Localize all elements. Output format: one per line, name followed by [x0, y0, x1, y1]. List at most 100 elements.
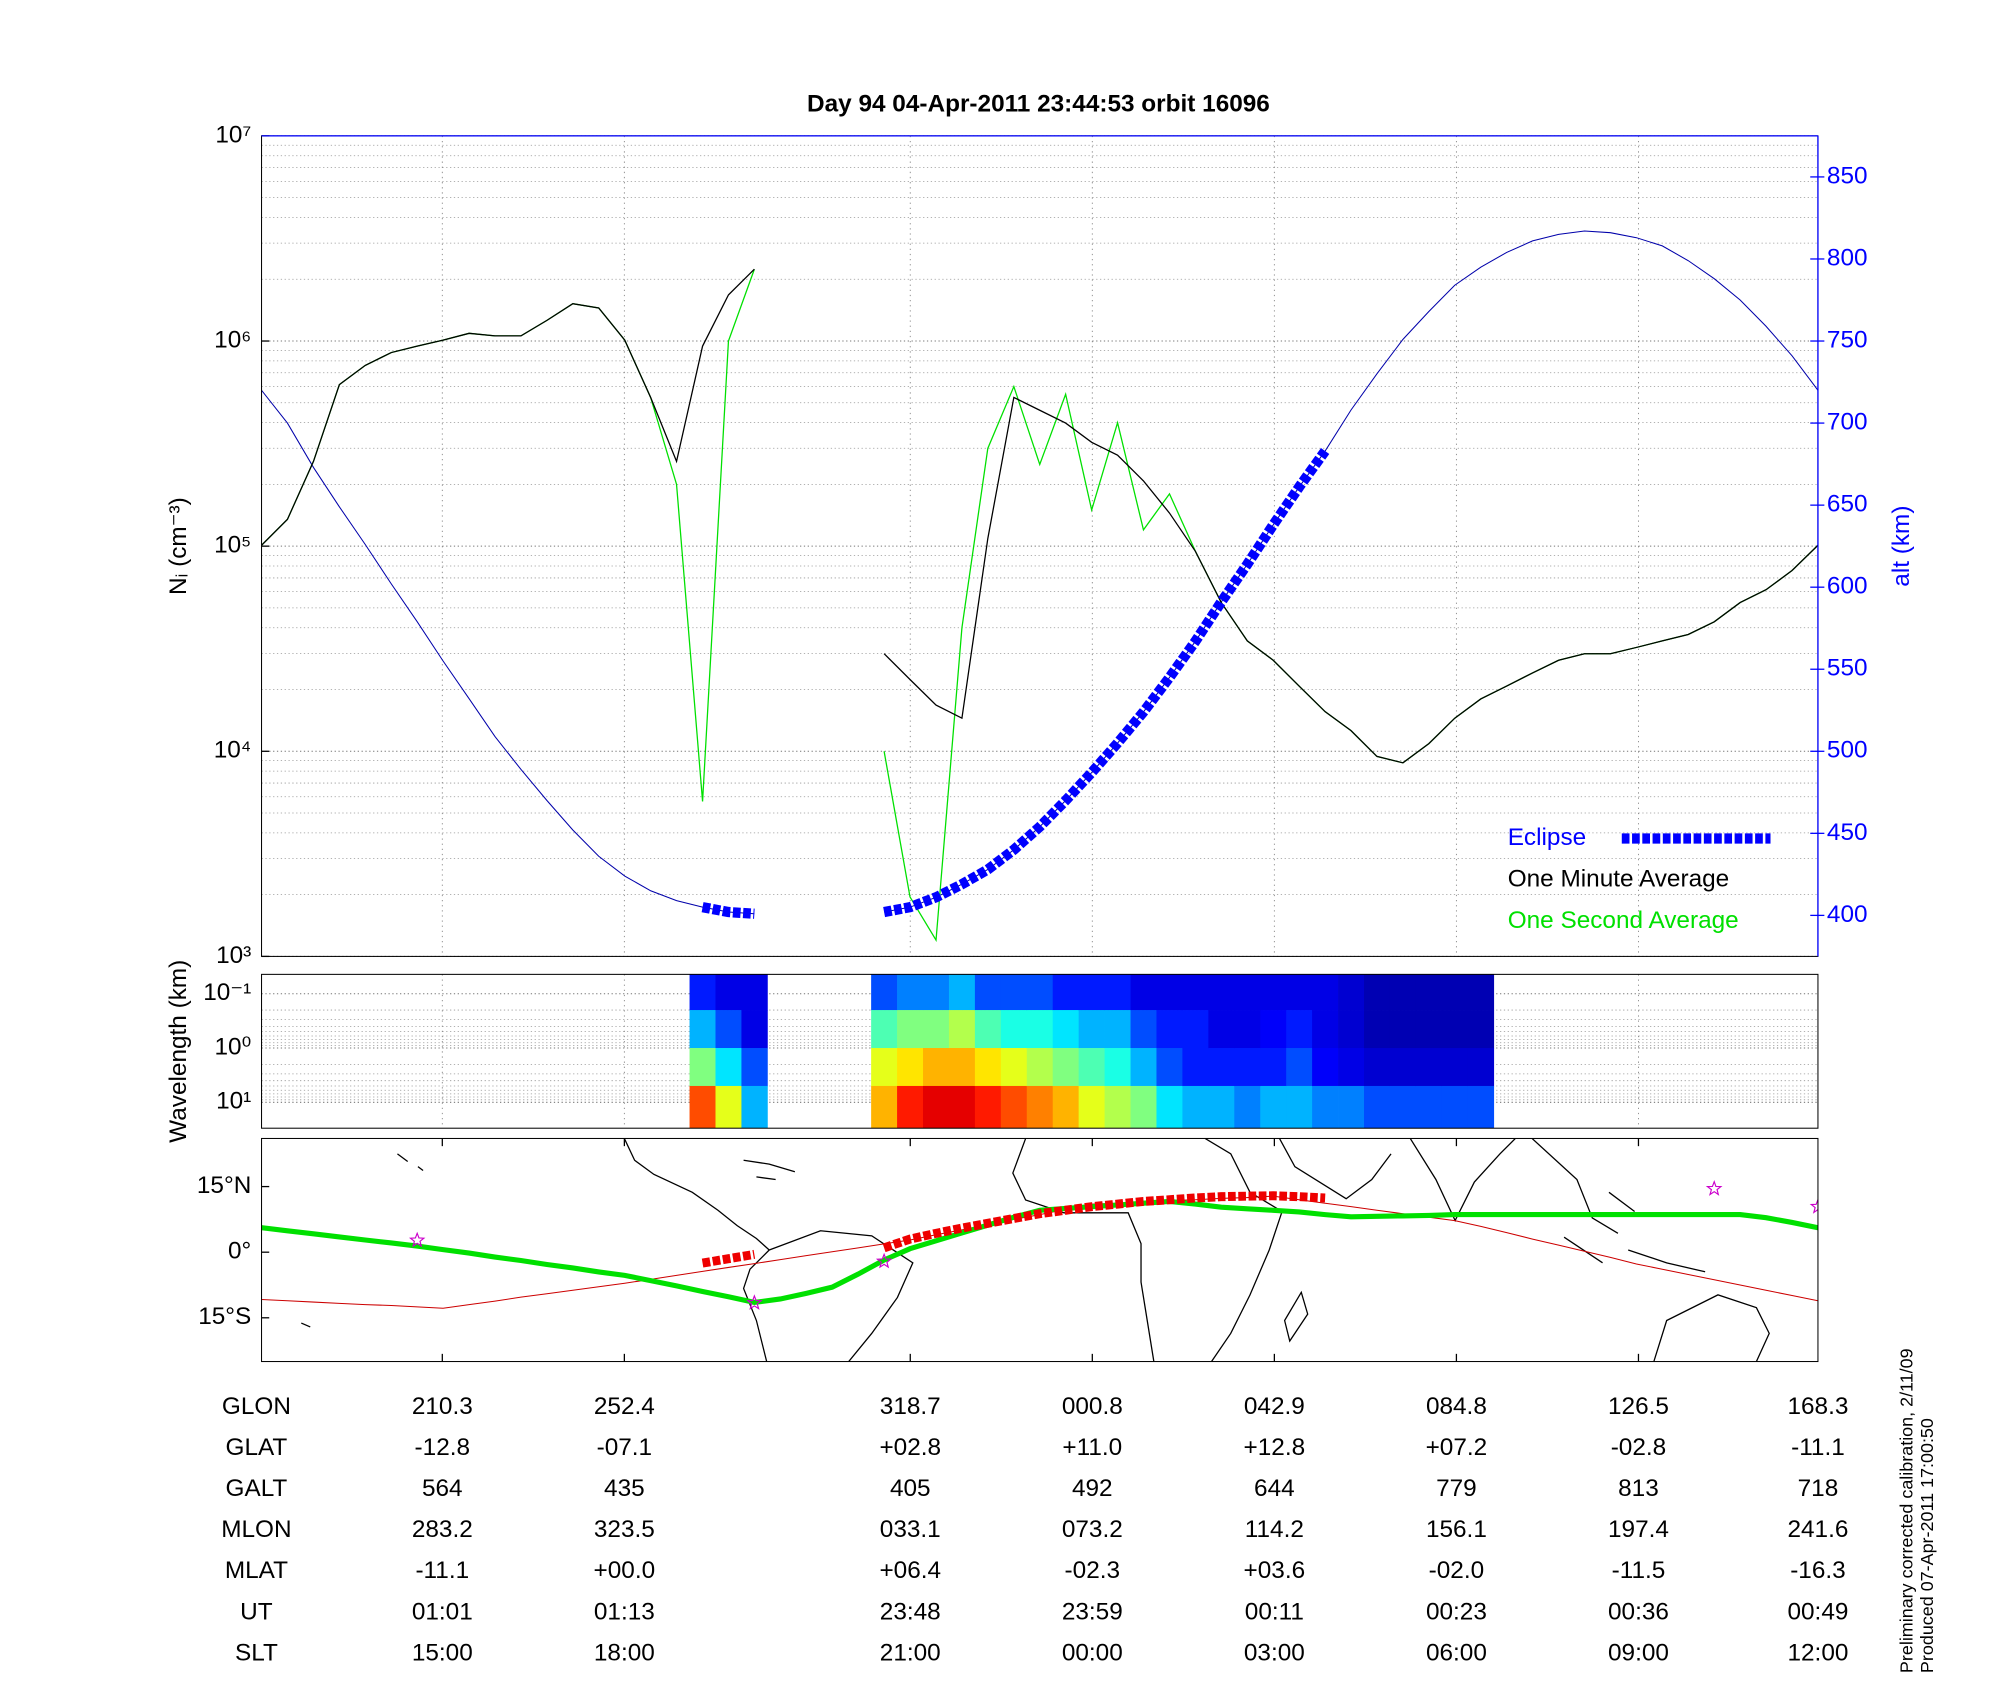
coastline [1283, 1290, 1309, 1343]
heat-cell [1312, 1048, 1339, 1087]
heat-cell [1052, 1010, 1080, 1049]
heat-cell [1156, 1085, 1183, 1129]
table-cell: -11.1 [415, 1557, 469, 1584]
heat-cell [689, 1048, 716, 1087]
y2-tick-label: 650 [1827, 491, 1868, 518]
y-tick-label: 0° [228, 1238, 251, 1265]
legend-label: Eclipse [1508, 824, 1586, 851]
chart-title: Day 94 04-Apr-2011 23:44:53 orbit 16096 [807, 91, 1270, 118]
heat-cell [689, 974, 716, 1011]
table-cell: -12.8 [415, 1434, 471, 1461]
coastline [301, 1153, 424, 1328]
y2-tick-label: 450 [1827, 819, 1868, 846]
heat-cell [1338, 974, 1365, 1011]
heat-cell [1000, 1085, 1028, 1129]
star-marker [1705, 1179, 1723, 1196]
row-label: UT [240, 1598, 273, 1625]
row-label: GALT [226, 1475, 288, 1502]
y-tick-label: 10⁴ [214, 737, 252, 764]
table-cell: +02.8 [879, 1434, 941, 1461]
heat-cell [715, 1085, 742, 1129]
table-cell: 00:23 [1426, 1598, 1487, 1625]
heat-cell [948, 1048, 976, 1087]
heat-cell [1415, 1048, 1443, 1087]
table-cell: +00.0 [594, 1557, 656, 1584]
table-cell: 435 [604, 1475, 645, 1502]
note: Produced 07-Apr-2011 17:00:50 [1917, 1418, 1937, 1673]
heat-cell [1286, 1085, 1313, 1129]
table-cell: 042.9 [1244, 1393, 1305, 1420]
heat-cell [923, 1010, 950, 1049]
table-cell: 252.4 [594, 1393, 655, 1420]
table-cell: 644 [1254, 1475, 1295, 1502]
heat-cell [897, 1048, 924, 1087]
heat-cell [974, 1010, 1002, 1049]
heat-cell [1415, 974, 1443, 1011]
heat-cell [741, 974, 768, 1011]
heat-cell [897, 974, 924, 1011]
table-cell: 00:00 [1062, 1639, 1123, 1666]
heat-cell [1338, 1048, 1365, 1087]
table-cell: 084.8 [1426, 1393, 1487, 1420]
heat-cell [1286, 1010, 1313, 1049]
coastline [743, 1159, 796, 1181]
heat-cell [1312, 974, 1339, 1011]
y2-tick-label: 800 [1827, 244, 1868, 271]
heat-cell [897, 1010, 924, 1049]
row-label: SLT [235, 1639, 278, 1666]
heat-cell [1208, 974, 1235, 1011]
heat-cell [1260, 974, 1287, 1011]
note: Preliminary corrected calibration, 2/11/… [1896, 1348, 1916, 1673]
table-cell: 06:00 [1426, 1639, 1487, 1666]
table-cell: +11.0 [1062, 1434, 1122, 1461]
heat-cell [1363, 1010, 1391, 1049]
y-tick-label: 10⁰ [214, 1033, 251, 1060]
heat-cell [1026, 1010, 1054, 1049]
heat-cell [1000, 1010, 1028, 1049]
coastlines [301, 1138, 1770, 1362]
spectrogram [689, 974, 1495, 1129]
table-cell: 00:49 [1787, 1598, 1848, 1625]
row-label: MLON [221, 1516, 291, 1543]
table-cell: 241.6 [1787, 1516, 1848, 1543]
heat-cell [1182, 974, 1209, 1011]
heat-cell [741, 1048, 768, 1087]
table-cell: 168.3 [1787, 1393, 1848, 1420]
table-cell: 073.2 [1062, 1516, 1123, 1543]
heat-cell [715, 974, 742, 1011]
table-cell: 318.7 [880, 1393, 941, 1420]
heat-cell [1312, 1085, 1339, 1129]
legend-label: One Minute Average [1508, 866, 1730, 893]
heat-cell [1312, 1010, 1339, 1049]
star-marker [875, 1252, 893, 1269]
plot-frame [261, 973, 1819, 1129]
heat-cell [1415, 1085, 1443, 1129]
table-cell: -02.8 [1611, 1434, 1667, 1461]
heat-cell [1156, 974, 1183, 1011]
heat-cell [1467, 1010, 1495, 1049]
heat-cell [1104, 1048, 1131, 1087]
heat-cell [689, 1010, 716, 1049]
coastline [623, 1138, 770, 1251]
y-tick-label: 10¹ [216, 1088, 251, 1115]
star-marker [1809, 1197, 1818, 1214]
table-cell: -02.3 [1065, 1557, 1121, 1584]
plot-area [261, 230, 1818, 943]
row-label: MLAT [225, 1557, 288, 1584]
table-cell: -02.0 [1429, 1557, 1485, 1584]
heat-cell [1363, 1048, 1391, 1087]
coastline [1531, 1138, 1706, 1273]
legend-label: One Second Average [1508, 907, 1739, 934]
heat-cell [1000, 1048, 1028, 1087]
heat-cell [1415, 1010, 1443, 1049]
y2-tick-label: 500 [1827, 737, 1868, 764]
heat-cell [1441, 1085, 1469, 1129]
heat-cell [974, 1085, 1002, 1129]
heat-cell [1338, 1085, 1365, 1129]
table-cell: 114.2 [1245, 1516, 1304, 1543]
y-tick-label: 10⁻¹ [203, 979, 251, 1006]
table-cell: 15:00 [412, 1639, 473, 1666]
y2-tick-label: 550 [1827, 655, 1868, 682]
coastline [1204, 1138, 1283, 1362]
heat-cell [923, 974, 950, 1011]
